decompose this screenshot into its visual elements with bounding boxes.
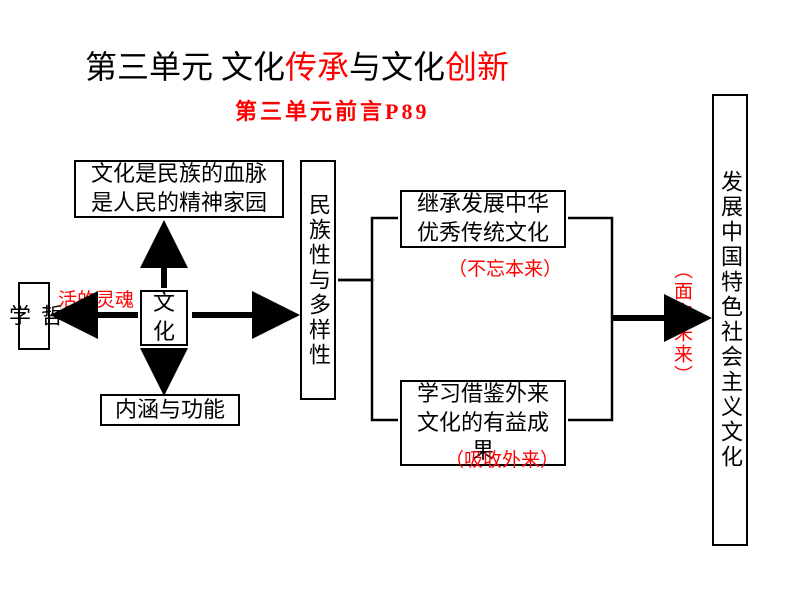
title-part1: 第三单元 文化 [85, 49, 285, 85]
box-ethnicity-diversity: 民族性与多样性 [300, 160, 336, 400]
note-absorb: （吸收外来） [445, 445, 559, 472]
box-culture-bloodline: 文化是民族的血脉 是人民的精神家园 [74, 160, 284, 218]
box-connotation: 内涵与功能 [100, 394, 240, 426]
note-face-future: （面向未来） [668, 260, 695, 386]
page-subtitle: 第三单元前言P89 [235, 94, 429, 126]
box-inherit-tradition: 继承发展中华 优秀传统文化 [400, 190, 566, 248]
note-living-soul: 活的灵魂 [58, 285, 134, 312]
page-title: 第三单元 文化传承与文化创新 [85, 48, 509, 86]
title-accent2: 创新 [445, 49, 509, 85]
box-philosophy: 哲 学 [18, 282, 50, 350]
title-part2: 与文化 [349, 49, 445, 85]
box-develop-socialist-culture: 发展中国特色社会主义文化 [712, 94, 748, 546]
box-culture: 文 化 [140, 290, 188, 346]
title-accent1: 传承 [285, 49, 349, 85]
note-not-forget: （不忘本来） [448, 254, 562, 281]
